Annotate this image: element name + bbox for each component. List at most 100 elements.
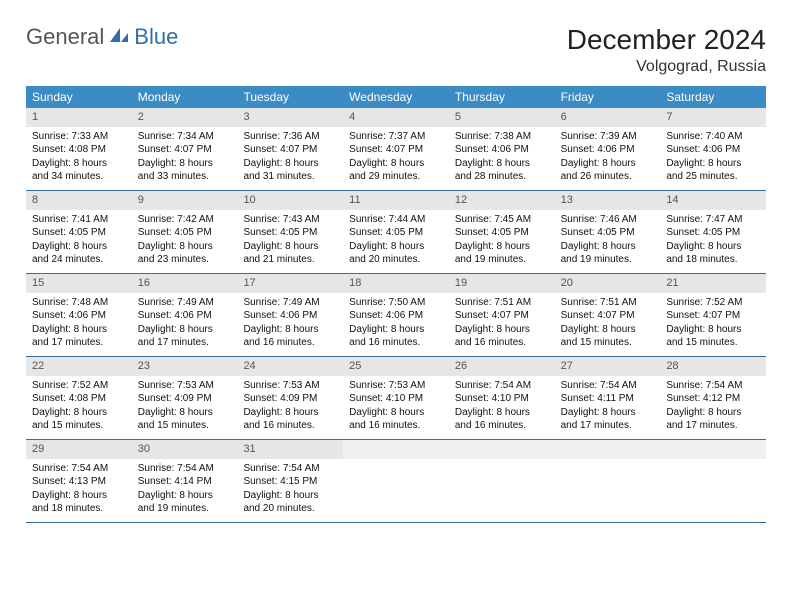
day-body: Sunrise: 7:34 AMSunset: 4:07 PMDaylight:… — [132, 127, 238, 188]
day-cell — [343, 440, 449, 522]
day-cell — [449, 440, 555, 522]
sunset-line: Sunset: 4:13 PM — [32, 475, 126, 489]
sunrise-line: Sunrise: 7:54 AM — [666, 379, 760, 393]
sunrise-line: Sunrise: 7:50 AM — [349, 296, 443, 310]
day-body: Sunrise: 7:54 AMSunset: 4:10 PMDaylight:… — [449, 376, 555, 437]
daylight-line-1: Daylight: 8 hours — [561, 323, 655, 337]
sunrise-line: Sunrise: 7:53 AM — [243, 379, 337, 393]
sunset-line: Sunset: 4:07 PM — [243, 143, 337, 157]
sunrise-line: Sunrise: 7:53 AM — [349, 379, 443, 393]
week-row: 8Sunrise: 7:41 AMSunset: 4:05 PMDaylight… — [26, 191, 766, 274]
sunrise-line: Sunrise: 7:45 AM — [455, 213, 549, 227]
daylight-line-1: Daylight: 8 hours — [455, 406, 549, 420]
sunset-line: Sunset: 4:06 PM — [455, 143, 549, 157]
daylight-line-1: Daylight: 8 hours — [455, 157, 549, 171]
day-body — [555, 459, 661, 466]
header: General Blue December 2024 Volgograd, Ru… — [26, 24, 766, 76]
sunset-line: Sunset: 4:07 PM — [349, 143, 443, 157]
day-cell: 19Sunrise: 7:51 AMSunset: 4:07 PMDayligh… — [449, 274, 555, 356]
brand-part2: Blue — [134, 24, 178, 50]
day-cell: 22Sunrise: 7:52 AMSunset: 4:08 PMDayligh… — [26, 357, 132, 439]
week-row: 15Sunrise: 7:48 AMSunset: 4:06 PMDayligh… — [26, 274, 766, 357]
daylight-line-2: and 15 minutes. — [32, 419, 126, 433]
day-cell: 27Sunrise: 7:54 AMSunset: 4:11 PMDayligh… — [555, 357, 661, 439]
day-body: Sunrise: 7:36 AMSunset: 4:07 PMDaylight:… — [237, 127, 343, 188]
sunrise-line: Sunrise: 7:44 AM — [349, 213, 443, 227]
day-number: 21 — [660, 274, 766, 293]
day-header: Sunday — [26, 86, 132, 108]
day-cell: 18Sunrise: 7:50 AMSunset: 4:06 PMDayligh… — [343, 274, 449, 356]
day-body: Sunrise: 7:53 AMSunset: 4:09 PMDaylight:… — [237, 376, 343, 437]
sunset-line: Sunset: 4:05 PM — [32, 226, 126, 240]
sunset-line: Sunset: 4:05 PM — [561, 226, 655, 240]
daylight-line-1: Daylight: 8 hours — [138, 157, 232, 171]
day-body: Sunrise: 7:51 AMSunset: 4:07 PMDaylight:… — [449, 293, 555, 354]
day-number: 22 — [26, 357, 132, 376]
day-body: Sunrise: 7:33 AMSunset: 4:08 PMDaylight:… — [26, 127, 132, 188]
day-body: Sunrise: 7:49 AMSunset: 4:06 PMDaylight:… — [132, 293, 238, 354]
daylight-line-1: Daylight: 8 hours — [455, 240, 549, 254]
day-body: Sunrise: 7:40 AMSunset: 4:06 PMDaylight:… — [660, 127, 766, 188]
day-number: 23 — [132, 357, 238, 376]
daylight-line-1: Daylight: 8 hours — [32, 489, 126, 503]
sunset-line: Sunset: 4:07 PM — [666, 309, 760, 323]
sunrise-line: Sunrise: 7:34 AM — [138, 130, 232, 144]
daylight-line-2: and 26 minutes. — [561, 170, 655, 184]
sunrise-line: Sunrise: 7:52 AM — [666, 296, 760, 310]
sunset-line: Sunset: 4:10 PM — [455, 392, 549, 406]
day-body: Sunrise: 7:47 AMSunset: 4:05 PMDaylight:… — [660, 210, 766, 271]
day-cell: 24Sunrise: 7:53 AMSunset: 4:09 PMDayligh… — [237, 357, 343, 439]
day-header: Thursday — [449, 86, 555, 108]
daylight-line-2: and 18 minutes. — [32, 502, 126, 516]
day-number — [343, 440, 449, 459]
day-cell: 15Sunrise: 7:48 AMSunset: 4:06 PMDayligh… — [26, 274, 132, 356]
sail-icon — [108, 24, 130, 50]
day-number: 6 — [555, 108, 661, 127]
daylight-line-1: Daylight: 8 hours — [349, 406, 443, 420]
sunset-line: Sunset: 4:11 PM — [561, 392, 655, 406]
daylight-line-1: Daylight: 8 hours — [138, 489, 232, 503]
day-cell: 5Sunrise: 7:38 AMSunset: 4:06 PMDaylight… — [449, 108, 555, 190]
daylight-line-1: Daylight: 8 hours — [32, 157, 126, 171]
daylight-line-1: Daylight: 8 hours — [455, 323, 549, 337]
daylight-line-1: Daylight: 8 hours — [138, 406, 232, 420]
day-number: 7 — [660, 108, 766, 127]
day-cell: 26Sunrise: 7:54 AMSunset: 4:10 PMDayligh… — [449, 357, 555, 439]
sunset-line: Sunset: 4:09 PM — [243, 392, 337, 406]
day-body: Sunrise: 7:37 AMSunset: 4:07 PMDaylight:… — [343, 127, 449, 188]
sunrise-line: Sunrise: 7:41 AM — [32, 213, 126, 227]
sunrise-line: Sunrise: 7:37 AM — [349, 130, 443, 144]
day-cell: 28Sunrise: 7:54 AMSunset: 4:12 PMDayligh… — [660, 357, 766, 439]
day-number: 9 — [132, 191, 238, 210]
daylight-line-2: and 20 minutes. — [243, 502, 337, 516]
sunset-line: Sunset: 4:09 PM — [138, 392, 232, 406]
sunrise-line: Sunrise: 7:51 AM — [561, 296, 655, 310]
daylight-line-1: Daylight: 8 hours — [666, 157, 760, 171]
day-body: Sunrise: 7:50 AMSunset: 4:06 PMDaylight:… — [343, 293, 449, 354]
day-body: Sunrise: 7:43 AMSunset: 4:05 PMDaylight:… — [237, 210, 343, 271]
day-number: 5 — [449, 108, 555, 127]
sunset-line: Sunset: 4:07 PM — [138, 143, 232, 157]
sunset-line: Sunset: 4:07 PM — [561, 309, 655, 323]
day-number: 26 — [449, 357, 555, 376]
daylight-line-1: Daylight: 8 hours — [138, 240, 232, 254]
sunset-line: Sunset: 4:05 PM — [349, 226, 443, 240]
day-body: Sunrise: 7:42 AMSunset: 4:05 PMDaylight:… — [132, 210, 238, 271]
daylight-line-2: and 16 minutes. — [243, 419, 337, 433]
day-number: 19 — [449, 274, 555, 293]
sunrise-line: Sunrise: 7:54 AM — [138, 462, 232, 476]
daylight-line-1: Daylight: 8 hours — [666, 240, 760, 254]
sunset-line: Sunset: 4:14 PM — [138, 475, 232, 489]
sunrise-line: Sunrise: 7:49 AM — [138, 296, 232, 310]
daylight-line-1: Daylight: 8 hours — [243, 157, 337, 171]
sunrise-line: Sunrise: 7:43 AM — [243, 213, 337, 227]
day-body: Sunrise: 7:53 AMSunset: 4:10 PMDaylight:… — [343, 376, 449, 437]
day-cell: 31Sunrise: 7:54 AMSunset: 4:15 PMDayligh… — [237, 440, 343, 522]
sunset-line: Sunset: 4:05 PM — [455, 226, 549, 240]
day-number: 8 — [26, 191, 132, 210]
daylight-line-2: and 19 minutes. — [561, 253, 655, 267]
day-header-row: SundayMondayTuesdayWednesdayThursdayFrid… — [26, 86, 766, 108]
sunset-line: Sunset: 4:10 PM — [349, 392, 443, 406]
daylight-line-2: and 17 minutes. — [32, 336, 126, 350]
daylight-line-2: and 17 minutes. — [138, 336, 232, 350]
